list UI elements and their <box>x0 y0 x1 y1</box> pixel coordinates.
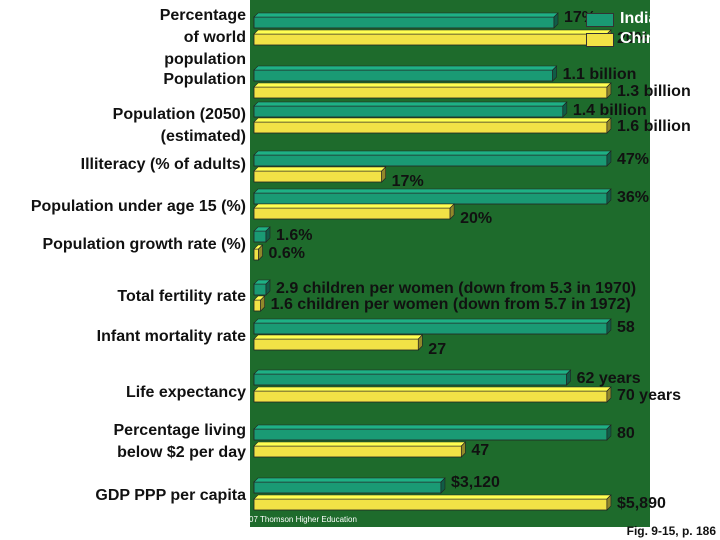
bar-india <box>253 150 612 167</box>
bar-china <box>253 386 612 403</box>
bar-china <box>253 441 467 458</box>
data-label-india: 80 <box>616 425 635 442</box>
bar-india <box>253 318 612 335</box>
data-label-china: 20% <box>460 210 493 227</box>
category-label: GDP PPP per capita <box>95 485 246 507</box>
category-label-line: below $2 per day <box>117 444 246 461</box>
category-label: Infant mortality rate <box>97 326 246 348</box>
legend-label-india: India <box>620 10 658 27</box>
data-label-china: 1.6 children per women (down from 5.7 in… <box>270 296 631 313</box>
data-label-india: 58 <box>616 319 635 336</box>
figure-reference: Fig. 9-15, p. 186 <box>626 524 716 538</box>
bar-india <box>253 188 612 205</box>
category-label: Total fertility rate <box>117 286 246 308</box>
bar-china <box>253 203 455 220</box>
category-label-line: Percentage living <box>113 422 247 439</box>
data-label-india: $3,120 <box>450 474 500 491</box>
category-label-line: Population growth rate (%) <box>42 236 246 253</box>
bar-india <box>253 226 271 243</box>
data-label-china: 1.6 billion <box>616 118 691 135</box>
category-label: Percentage of world population <box>160 5 246 71</box>
data-label-india: 1.1 billion <box>562 66 637 83</box>
legend-swatch-china <box>586 33 614 47</box>
category-label-line: Illiteracy (% of adults) <box>80 156 246 173</box>
category-label-line: Infant mortality rate <box>96 328 246 345</box>
bar-china <box>253 494 612 511</box>
legend-label-china: China <box>620 30 665 47</box>
data-label-china: $5,890 <box>616 495 666 512</box>
bar-india <box>253 477 446 494</box>
bar-china <box>253 29 612 46</box>
data-label-china: 1.3 billion <box>616 83 691 100</box>
category-label-line: GDP PPP per capita <box>95 487 246 504</box>
category-label-line: of world <box>183 29 246 46</box>
bar-china <box>253 334 424 351</box>
category-label: Life expectancy <box>126 382 246 404</box>
bar-india <box>253 65 558 82</box>
data-label-china: 70 years <box>616 387 681 404</box>
data-label-china: 20% <box>616 30 649 47</box>
category-label-line: (estimated) <box>160 128 246 145</box>
bar-india <box>253 369 572 386</box>
category-label: Percentage living below $2 per day <box>114 420 247 464</box>
category-label: Population growth rate (%) <box>42 234 246 256</box>
category-label-line: Population <box>163 71 246 88</box>
category-label: Population (2050) (estimated) <box>113 104 246 148</box>
category-label: Illiteracy (% of adults) <box>81 154 246 176</box>
chart-margin <box>650 0 720 540</box>
bar-india <box>253 101 568 118</box>
data-label-india: 2.9 children per women (down from 5.3 in… <box>276 280 637 297</box>
category-label-line: Life expectancy <box>125 384 246 401</box>
data-label-india: 47% <box>616 151 649 168</box>
category-label-line: Percentage <box>159 7 246 24</box>
bar-china <box>253 117 612 134</box>
data-label-china: 0.6% <box>268 245 305 262</box>
data-label-china: 47 <box>471 442 490 459</box>
legend-swatch-india <box>586 13 614 27</box>
data-label-india: 1.4 billion <box>572 102 647 119</box>
bar-china <box>253 244 264 261</box>
bar-china <box>253 295 266 312</box>
category-label-line: population <box>164 51 246 68</box>
copyright-text: © 2007 Thomson Higher Education <box>232 515 357 524</box>
data-label-india: 1.6% <box>276 227 313 244</box>
data-label-china: 27 <box>428 341 447 358</box>
bar-china <box>253 166 387 183</box>
category-label-line: Population (2050) <box>112 106 246 123</box>
data-label-china: 17% <box>391 173 424 190</box>
category-label-line: Total fertility rate <box>117 288 246 305</box>
data-label-india: 36% <box>616 189 649 206</box>
category-label: Population under age 15 (%) <box>31 196 246 218</box>
data-label-india: 62 years <box>576 370 641 387</box>
bar-india <box>253 424 612 441</box>
category-label-line: Population under age 15 (%) <box>30 198 246 215</box>
bar-china <box>253 82 612 99</box>
bar-india <box>253 12 559 29</box>
category-label: Population <box>163 69 246 91</box>
bar-india <box>253 279 271 296</box>
